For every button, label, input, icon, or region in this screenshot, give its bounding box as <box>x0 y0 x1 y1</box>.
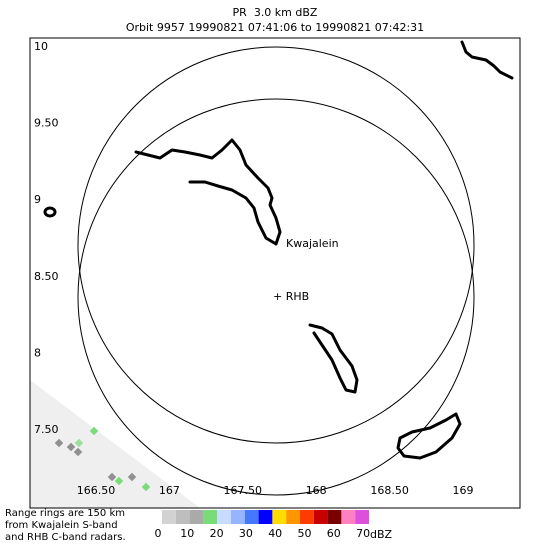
lon-tick-label: 168 <box>306 484 327 497</box>
color-swatch <box>272 510 287 524</box>
colorbar-tick-label: 0 <box>155 527 162 540</box>
color-swatch <box>286 510 300 524</box>
colorbar-tick-label: 20 <box>210 527 224 540</box>
islet <box>43 206 57 218</box>
lon-tick-label: 169 <box>453 484 474 497</box>
color-swatch <box>300 510 314 524</box>
note-line: and RHB C-band radars. <box>5 532 126 543</box>
colorbar: 0 10 20 30 40 50 60 70 dBZ <box>155 510 393 541</box>
lon-tick-label: 167.50 <box>224 484 263 497</box>
rain-pixels <box>54 426 151 492</box>
kwajalein-atoll <box>134 138 282 246</box>
lat-tick-label: 8.50 <box>34 270 59 283</box>
range-ring-rhb <box>77 98 475 496</box>
note-line: Range rings are 150 km <box>5 508 125 519</box>
color-swatch <box>355 510 369 524</box>
color-swatch <box>258 510 273 524</box>
northeast-atoll <box>460 40 514 80</box>
color-swatch <box>162 510 176 524</box>
lon-ticks: 166.50 167 167.50 168 168.50 169 <box>77 484 474 497</box>
color-swatch <box>231 510 245 524</box>
lat-tick-label: 8 <box>34 346 41 359</box>
lat-tick-label: 9 <box>34 193 41 206</box>
colorbar-tick-label: 70 <box>356 527 370 540</box>
colorbar-unit: dBZ <box>370 528 393 541</box>
colorbar-tick-label: 60 <box>327 527 341 540</box>
site-label: + RHB <box>273 290 309 303</box>
color-swatch <box>327 510 342 524</box>
title: PR 3.0 km dBZ <box>233 6 318 19</box>
plot-frame <box>29 37 521 509</box>
lat-tick-label: 7.50 <box>34 423 59 436</box>
colorbar-tick-label: 50 <box>298 527 312 540</box>
swath-edge <box>30 380 200 508</box>
lon-tick-label: 168.50 <box>370 484 409 497</box>
plot-area <box>30 40 514 508</box>
range-ring-kwajalein <box>77 46 475 444</box>
colorbar-tick-label: 10 <box>180 527 194 540</box>
lat-tick-label: 10 <box>34 40 48 53</box>
site-label: Kwajalein <box>286 237 339 250</box>
subtitle: Orbit 9957 19990821 07:41:06 to 19990821… <box>126 21 424 34</box>
lat-ticks: 10 9.50 9 8.50 8 7.50 <box>34 40 59 436</box>
note-line: from Kwajalein S-band <box>5 520 118 531</box>
color-swatch <box>189 510 204 524</box>
color-swatch <box>341 510 356 524</box>
lae-atoll <box>308 323 359 394</box>
lon-tick-label: 166.50 <box>77 484 116 497</box>
colorbar-tick-label: 40 <box>268 527 282 540</box>
color-swatch <box>217 510 231 524</box>
color-swatch <box>244 510 259 524</box>
lat-tick-label: 9.50 <box>34 117 59 130</box>
color-swatch <box>313 510 328 524</box>
color-swatch <box>203 510 218 524</box>
lon-tick-label: 167 <box>159 484 180 497</box>
southeast-atoll <box>396 412 462 460</box>
color-swatch <box>175 510 190 524</box>
colorbar-tick-label: 30 <box>239 527 253 540</box>
